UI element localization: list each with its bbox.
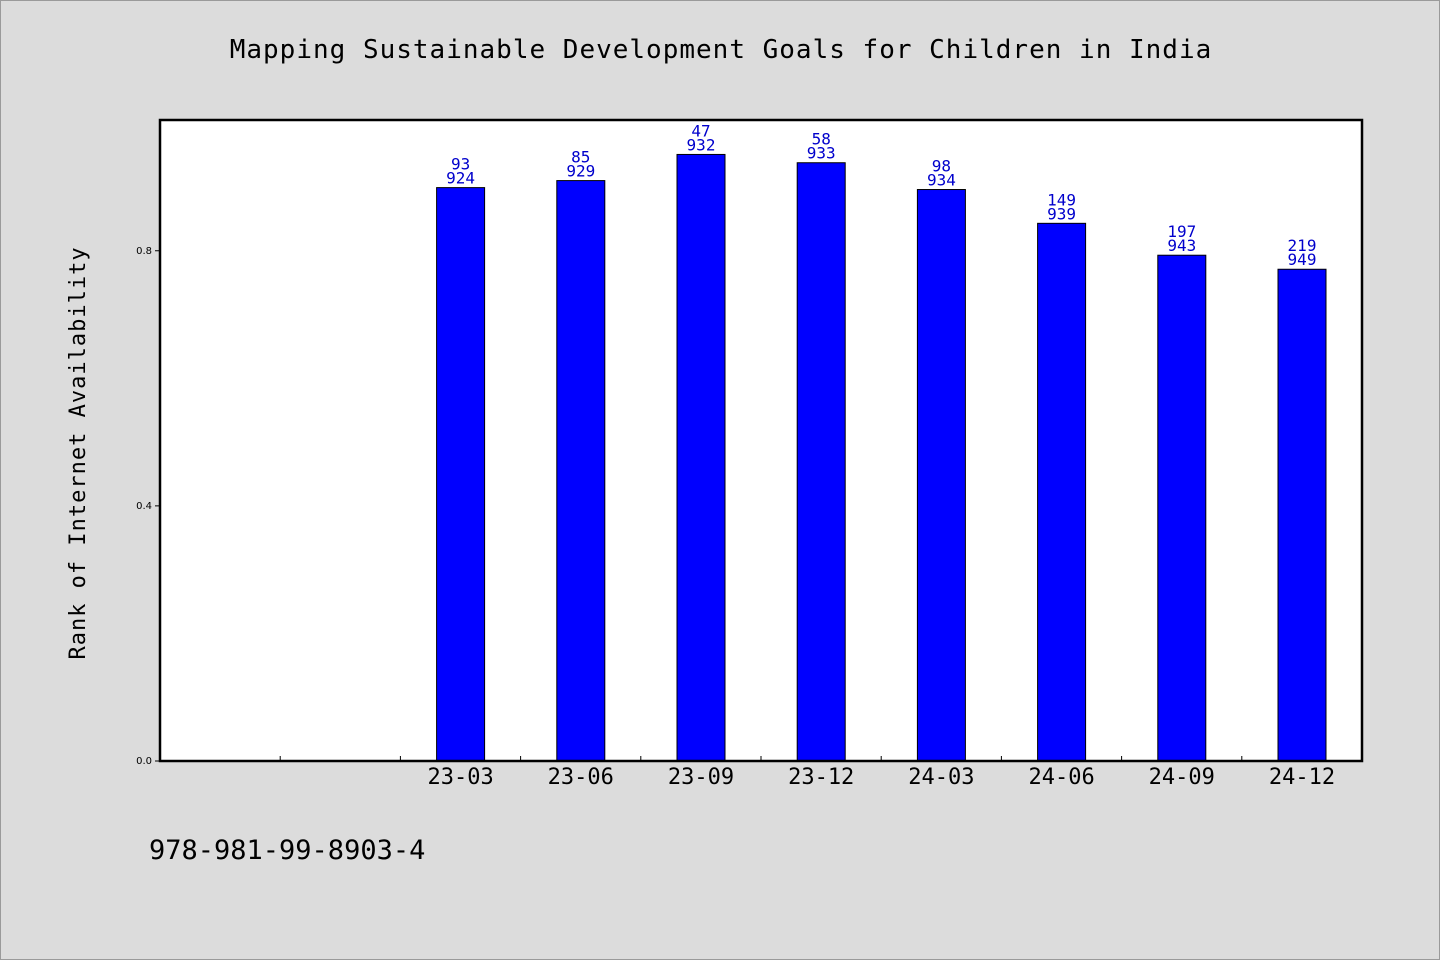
x-axis: 23-03 23-06 23-09 23-12 24-03 24-06 24-09 24-12 <box>279 756 1335 790</box>
bar-value-label: 943 <box>1167 236 1196 255</box>
bar-value-label: 934 <box>927 171 956 190</box>
x-tick-label: 24-09 <box>1149 765 1215 790</box>
bar-value-label: 932 <box>687 135 716 154</box>
chart-title: Mapping Sustainable Development Goals fo… <box>229 35 1213 65</box>
y-axis: 0.0 0.4 0.8 <box>136 246 160 767</box>
x-tick-label: 23-12 <box>788 765 854 790</box>
y-axis-title: Rank of Internet Availability <box>66 246 91 659</box>
bar-value-label: 929 <box>566 162 595 181</box>
y-tick-label: 0.4 <box>136 501 152 512</box>
bar-value-label: 197 <box>1167 222 1196 241</box>
bar-value-label: 939 <box>1047 204 1076 223</box>
bar-value-label: 933 <box>807 144 836 163</box>
plot-frame <box>158 118 1364 763</box>
x-tick-label: 23-03 <box>427 765 493 790</box>
bar-value-label: 98 <box>932 157 951 176</box>
y-tick-label: 0.8 <box>136 246 152 257</box>
bar <box>556 180 606 762</box>
y-tick-label: 0.0 <box>136 756 152 767</box>
bar <box>916 189 966 762</box>
bar <box>676 153 726 762</box>
bar-value-label: 58 <box>812 130 831 149</box>
x-tick-label: 23-09 <box>668 765 734 790</box>
isbn-text: 978-981-99-8903-4 <box>149 835 426 866</box>
x-tick-label: 23-06 <box>548 765 614 790</box>
x-tick-label: 24-12 <box>1269 765 1335 790</box>
x-tick-label: 24-06 <box>1028 765 1094 790</box>
bar-value-label: 219 <box>1288 236 1317 255</box>
bars-layer <box>436 153 1327 762</box>
bar <box>1277 268 1327 762</box>
bar-value-label: 47 <box>691 121 710 140</box>
bar-value-label: 93 <box>451 155 470 174</box>
bar-value-label: 149 <box>1047 190 1076 209</box>
bar <box>1037 222 1087 762</box>
bar <box>1157 254 1207 762</box>
x-tick-label: 24-03 <box>908 765 974 790</box>
bar-value-label: 924 <box>446 169 475 188</box>
bar <box>796 162 846 762</box>
bar <box>436 187 486 762</box>
bar-value-label: 949 <box>1288 250 1317 269</box>
bar-value-label: 85 <box>571 148 590 167</box>
